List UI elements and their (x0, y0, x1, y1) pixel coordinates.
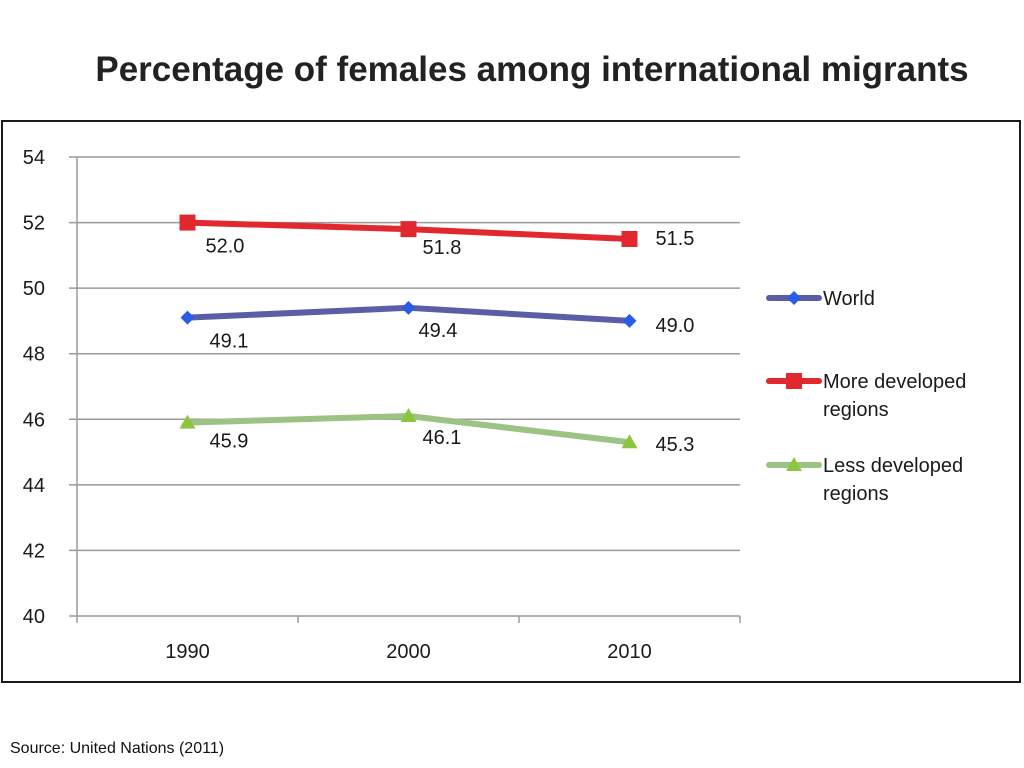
legend-marker (787, 291, 801, 305)
x-tick-label: 1990 (165, 641, 210, 663)
data-point-more-developed (400, 221, 417, 238)
legend-label: regions (823, 399, 889, 421)
line-chart: 40 42 44 46 48 50 52 54 1990 2000 2010 49.1 49.4 49.0… (23, 147, 967, 663)
data-label: 49.0 (656, 315, 695, 337)
x-tick-label: 2000 (386, 641, 431, 663)
y-tick-label: 48 (23, 344, 45, 366)
legend-label: regions (823, 483, 889, 505)
y-tick-label: 52 (23, 213, 45, 235)
y-tick-label: 44 (23, 475, 45, 497)
legend-label: World (823, 288, 875, 310)
data-point-more-developed (179, 214, 196, 231)
legend-label: Less developed (823, 455, 963, 477)
legend-label: More developed (823, 371, 966, 393)
chart-frame: 40 42 44 46 48 50 52 54 1990 2000 2010 49.1 49.4 49.0… (1, 120, 1021, 683)
legend-marker (786, 457, 802, 471)
y-tick-label: 40 (23, 606, 45, 628)
x-tick-label: 2010 (607, 641, 652, 663)
data-point-world (401, 300, 416, 315)
source-note: Source: United Nations (2011) (10, 740, 225, 757)
data-point-less-developed (179, 414, 196, 429)
data-label: 45.9 (210, 431, 249, 453)
data-point-less-developed (400, 408, 417, 423)
y-tick-label: 46 (23, 409, 45, 431)
y-tick-label: 42 (23, 540, 45, 562)
data-label: 49.1 (210, 331, 249, 353)
y-tick-label: 54 (23, 147, 45, 169)
data-point-less-developed (621, 434, 638, 449)
data-point-more-developed (621, 230, 638, 247)
page-title: Percentage of females among internationa… (95, 50, 969, 89)
data-label: 51.5 (656, 228, 695, 250)
data-label: 49.4 (419, 320, 458, 342)
data-point-world (180, 310, 195, 325)
legend-marker (786, 373, 802, 389)
y-tick-label: 50 (23, 278, 45, 300)
data-label: 51.8 (423, 237, 462, 259)
data-label: 52.0 (206, 236, 245, 258)
data-label: 46.1 (423, 427, 462, 449)
data-point-world (622, 313, 637, 328)
data-label: 45.3 (656, 434, 695, 456)
